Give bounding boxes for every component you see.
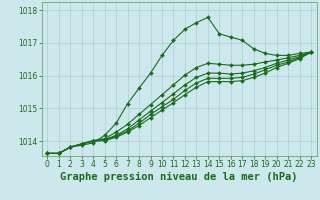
- X-axis label: Graphe pression niveau de la mer (hPa): Graphe pression niveau de la mer (hPa): [60, 172, 298, 182]
